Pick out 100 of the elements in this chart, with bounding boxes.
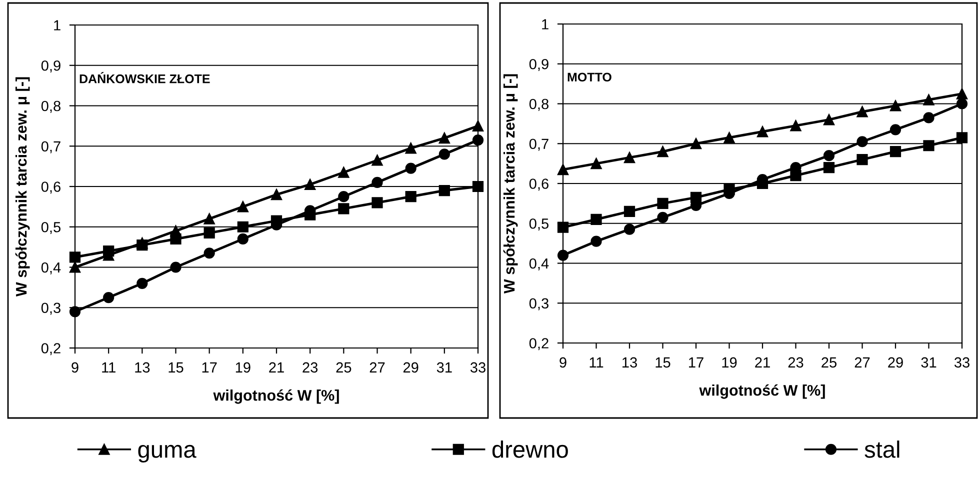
point [69, 262, 81, 273]
point [170, 262, 182, 273]
point [756, 126, 768, 138]
y-tick-label: 0,6 [529, 178, 548, 191]
y-tick-label: 0,4 [529, 258, 549, 270]
point [136, 278, 148, 289]
point [372, 197, 383, 208]
point [438, 184, 450, 196]
point [438, 132, 450, 144]
x-tick-label: 23 [302, 362, 318, 373]
x-tick-label: 9 [560, 357, 566, 368]
point [823, 162, 835, 174]
y-tick-label: 0,8 [529, 98, 548, 111]
y-tick-label: 0,5 [529, 218, 548, 231]
y-tick-label: 0,2 [41, 343, 60, 356]
point [657, 146, 668, 158]
point [823, 150, 835, 162]
point [624, 224, 636, 235]
point [557, 250, 569, 261]
point [790, 120, 802, 132]
point [890, 100, 902, 112]
point [472, 180, 484, 192]
y-tick-label: 0,5 [41, 222, 60, 234]
y-tick-label: 0,7 [41, 141, 60, 154]
y-tick-label: 0,9 [529, 58, 548, 72]
point [405, 142, 416, 154]
x-axis-title: wilgotność W [%] [213, 389, 339, 404]
y-tick-label: 0,9 [41, 60, 60, 73]
point [590, 214, 602, 225]
point [237, 201, 248, 212]
point [923, 94, 934, 106]
point [856, 106, 868, 118]
point [890, 146, 902, 158]
point [890, 124, 902, 136]
point [405, 162, 416, 174]
y-axis-title: W spółczynnik tarcia zew. μ [-] [15, 77, 30, 297]
point [338, 203, 350, 214]
y-tick-label: 0,6 [41, 182, 60, 194]
x-tick-label: 15 [168, 362, 184, 373]
x-tick-label: 27 [370, 362, 385, 372]
x-tick-label: 25 [336, 362, 352, 373]
point [923, 112, 934, 124]
x-tick-label: 15 [656, 357, 670, 368]
legend-label: guma [138, 444, 196, 463]
point [557, 222, 569, 233]
x-tick-label: 31 [436, 362, 452, 373]
point [472, 134, 484, 146]
point [590, 236, 602, 247]
point [438, 148, 450, 160]
y-tick-label: 0,4 [41, 262, 61, 274]
point [724, 132, 735, 144]
y-tick-label: 0,2 [529, 338, 548, 350]
x-tick-label: 25 [822, 357, 836, 368]
x-tick-label: 17 [689, 357, 704, 368]
y-tick-label: 0,7 [529, 138, 548, 151]
point [69, 252, 81, 263]
x-tick-label: 9 [72, 362, 78, 373]
point [956, 88, 968, 100]
point [204, 248, 215, 259]
y-tick-label: 0,3 [41, 302, 60, 315]
point [304, 178, 316, 190]
point [657, 212, 668, 223]
point [405, 191, 416, 202]
point [624, 152, 636, 164]
y-tick-label: 1 [54, 20, 60, 30]
point [956, 98, 968, 110]
point [590, 158, 602, 170]
point [823, 114, 835, 126]
x-tick-label: 19 [236, 362, 250, 373]
annotation: MOTTO [568, 72, 612, 82]
x-tick-label: 29 [403, 362, 418, 373]
point [237, 221, 248, 232]
point [624, 206, 636, 217]
x-tick-label: 33 [954, 357, 970, 368]
point [557, 164, 569, 176]
point [69, 306, 81, 318]
x-tick-label: 11 [590, 357, 604, 368]
point [372, 176, 383, 188]
x-tick-label: 29 [888, 357, 903, 368]
point [923, 140, 934, 152]
x-tick-label: 13 [622, 357, 637, 368]
point [103, 246, 114, 257]
point [856, 136, 868, 148]
x-tick-label: 27 [854, 357, 870, 368]
legend-label: drewno [492, 440, 568, 458]
point [338, 166, 350, 178]
point [204, 213, 215, 224]
x-tick-label: 33 [470, 362, 486, 373]
legend-label: stal [864, 440, 900, 458]
x-tick-label: 19 [722, 357, 737, 368]
y-tick-label: 0,8 [41, 100, 60, 113]
y-axis-title: W spółczynnik tarcia zew. μ [-] [503, 74, 518, 294]
x-tick-label: 23 [788, 357, 804, 368]
point [472, 120, 484, 132]
x-tick-label: 21 [755, 357, 770, 368]
x-tick-label: 21 [269, 362, 284, 372]
point [856, 154, 868, 166]
point [338, 191, 350, 202]
point [372, 154, 383, 166]
y-tick-label: 1 [542, 19, 548, 30]
